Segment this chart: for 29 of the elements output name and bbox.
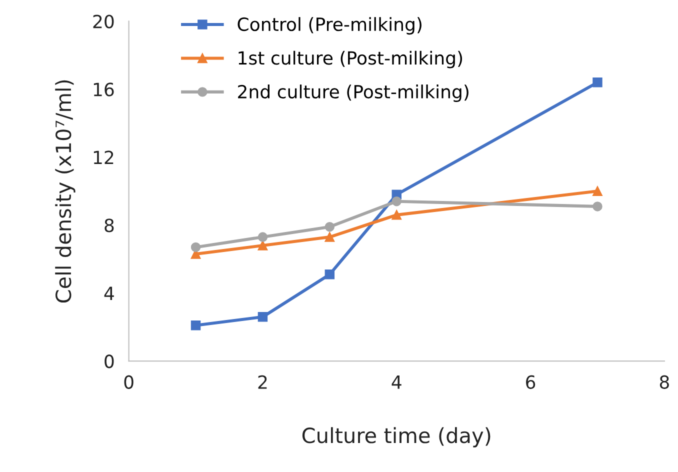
legend-label: 2nd culture (Post-milking) bbox=[238, 84, 468, 102]
point bbox=[392, 210, 402, 220]
point bbox=[324, 270, 335, 280]
y-tick-label: 16 bbox=[94, 82, 114, 96]
x-tick-label: 4 bbox=[392, 376, 402, 389]
x-tick-label: 6 bbox=[526, 375, 536, 389]
y-tick-label: 4 bbox=[104, 286, 114, 300]
point bbox=[592, 202, 602, 212]
point bbox=[324, 232, 335, 242]
point bbox=[324, 222, 335, 232]
point bbox=[258, 240, 268, 250]
x-axis-title: Culture time (day) bbox=[302, 427, 490, 448]
point bbox=[592, 78, 602, 88]
y-tick-label: 8 bbox=[104, 218, 114, 232]
y-tick-label: 20 bbox=[93, 14, 114, 28]
x-tick-label: 8 bbox=[660, 375, 669, 389]
point bbox=[258, 312, 268, 322]
y-tick-label: 12 bbox=[94, 150, 114, 164]
x-tick-label: 0 bbox=[124, 375, 134, 389]
point bbox=[258, 232, 268, 242]
legend-label: 1st culture (Post-milking) bbox=[238, 50, 462, 68]
x-tick-label: 2 bbox=[258, 375, 267, 389]
legend-label: Control (Pre-milking) bbox=[238, 17, 422, 35]
point bbox=[190, 242, 201, 252]
point bbox=[592, 186, 602, 196]
y-axis-title: Cell density (x10⁷/ml) bbox=[55, 80, 76, 303]
point bbox=[190, 320, 201, 330]
point bbox=[392, 196, 402, 206]
y-tick-label: 0 bbox=[104, 354, 114, 368]
